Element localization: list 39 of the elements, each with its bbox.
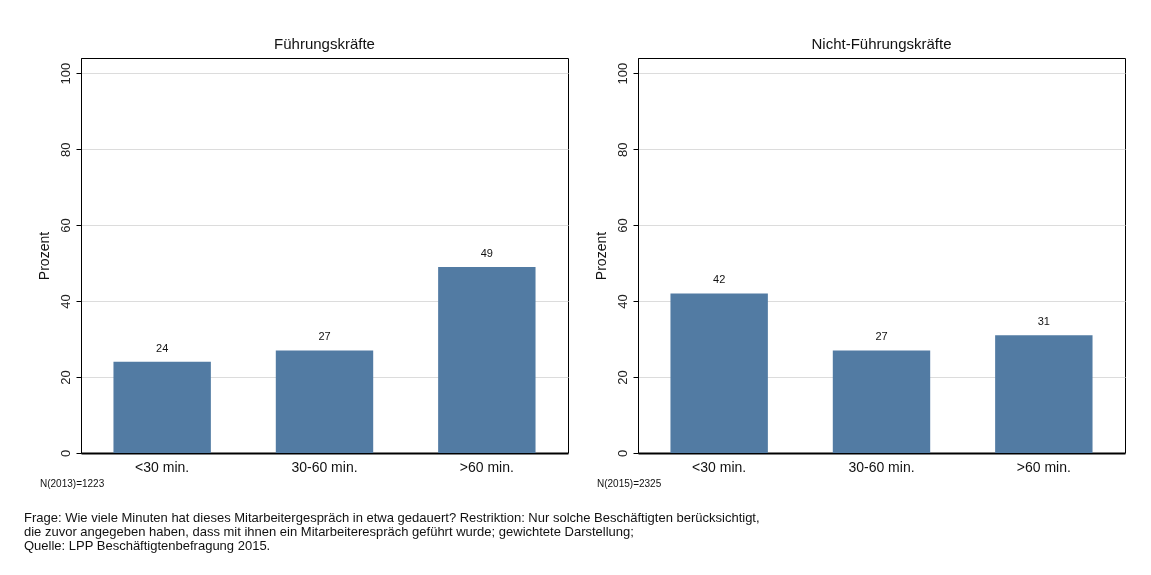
x-tick-label: <30 min.: [135, 458, 190, 475]
chart-title: Nicht-Führungskräfte: [811, 35, 952, 52]
text: N(2013)=1223: [40, 478, 105, 489]
y-tick-label: 40: [614, 294, 630, 309]
x-tick-label: <30 min.: [692, 458, 747, 475]
data-label: 27: [875, 330, 888, 343]
y-tick-label: 80: [57, 142, 73, 157]
text: N(2015)=2325: [597, 478, 662, 489]
x-tick-label: 30-60 min.: [848, 458, 915, 475]
y-tick-label: 60: [57, 218, 73, 233]
bar: [995, 335, 1093, 453]
text: Frage: Wie viele Minuten hat dieses Mitarbeitergespräch in etwa gedauert? Restriktion: Nur solche Beschäftigten berücksichtigt,: [24, 510, 760, 525]
y-tick-label: 0: [57, 449, 73, 458]
y-axis-title: Prozent: [592, 231, 609, 281]
x-tick-label: >60 min.: [1016, 458, 1071, 475]
bar: [438, 266, 536, 453]
text: die zuvor angegeben haben, dass mit ihnen ein Mitarbeiterespräch geführt wurde; gewichtete Darstellung;: [24, 524, 634, 539]
data-label: 27: [318, 330, 331, 343]
data-label: 24: [156, 341, 169, 354]
bar: [832, 350, 931, 453]
y-tick-label: 20: [614, 370, 630, 385]
y-tick-label: 80: [614, 142, 630, 157]
bar: [113, 361, 211, 453]
y-tick-label: 100: [57, 62, 73, 85]
chart-title: Führungskräfte: [274, 35, 375, 52]
y-tick-label: 0: [614, 449, 630, 458]
y-tick-label: 40: [57, 294, 73, 309]
data-label: 31: [1037, 315, 1050, 328]
source-note: Quelle: LPP Beschäftigtenbefragung 2015.: [24, 538, 271, 553]
y-tick-label: 100: [614, 62, 630, 85]
bar: [670, 293, 768, 453]
bar: [275, 350, 374, 453]
x-tick-label: >60 min.: [459, 458, 514, 475]
x-tick-label: 30-60 min.: [291, 458, 358, 475]
data-label: 49: [480, 246, 493, 259]
y-tick-label: 60: [614, 218, 630, 233]
y-tick-label: 20: [57, 370, 73, 385]
y-axis-title: Prozent: [35, 231, 52, 281]
data-label: 42: [713, 273, 726, 286]
